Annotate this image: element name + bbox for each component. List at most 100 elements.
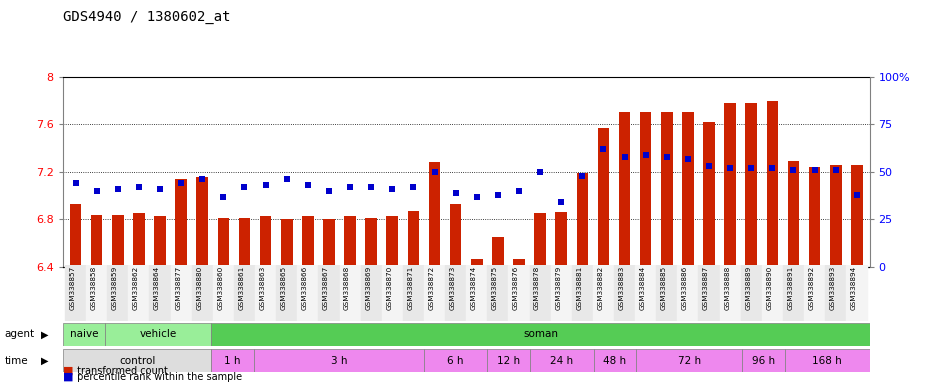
Text: transformed count: transformed count — [74, 366, 167, 376]
Bar — [466, 265, 487, 321]
Bar — [86, 265, 107, 321]
Bar — [424, 349, 487, 372]
Bar — [63, 349, 212, 372]
Bar — [783, 265, 804, 321]
Bar — [636, 349, 742, 372]
Bar — [212, 349, 254, 372]
Bar — [677, 265, 698, 321]
Bar — [129, 265, 150, 321]
Point — [258, 182, 273, 188]
Bar — [344, 216, 356, 267]
Bar — [703, 122, 715, 267]
Bar — [846, 265, 868, 321]
Bar — [593, 265, 614, 321]
Point — [638, 152, 653, 158]
Text: 168 h: 168 h — [812, 356, 842, 366]
Bar — [105, 323, 212, 346]
Bar — [65, 265, 86, 321]
Text: GSM338858: GSM338858 — [91, 266, 97, 310]
Text: GSM338886: GSM338886 — [682, 266, 688, 310]
Text: soman: soman — [523, 329, 558, 339]
Point — [575, 172, 590, 179]
Bar — [254, 349, 424, 372]
Text: 72 h: 72 h — [677, 356, 700, 366]
Point — [406, 184, 421, 190]
Bar — [277, 265, 297, 321]
Text: time: time — [5, 356, 29, 366]
Text: GSM338875: GSM338875 — [492, 266, 498, 310]
Point — [449, 190, 463, 196]
Text: 12 h: 12 h — [497, 356, 520, 366]
Bar — [724, 103, 736, 267]
Point — [596, 146, 611, 152]
Text: 3 h: 3 h — [330, 356, 347, 366]
Text: GSM338878: GSM338878 — [534, 266, 540, 310]
Bar — [424, 265, 445, 321]
Text: GSM338861: GSM338861 — [239, 266, 244, 310]
Bar — [323, 219, 335, 267]
Bar — [112, 215, 124, 267]
Bar — [825, 265, 846, 321]
Bar — [762, 265, 783, 321]
Bar — [576, 173, 588, 267]
Text: GSM338865: GSM338865 — [280, 266, 287, 310]
Point — [174, 180, 189, 186]
Text: GSM338889: GSM338889 — [746, 266, 751, 310]
Bar — [428, 162, 440, 267]
Bar — [191, 265, 213, 321]
Bar — [530, 349, 594, 372]
Bar — [535, 214, 546, 267]
Text: ▶: ▶ — [41, 356, 48, 366]
Bar — [339, 265, 361, 321]
Point — [237, 184, 252, 190]
Point — [68, 180, 83, 186]
Bar — [471, 258, 483, 267]
Bar — [698, 265, 720, 321]
Text: GSM338891: GSM338891 — [787, 266, 794, 310]
Bar — [656, 265, 677, 321]
Point — [722, 165, 737, 171]
Point — [808, 167, 822, 173]
Point — [744, 165, 758, 171]
Text: naive: naive — [70, 329, 98, 339]
Point — [216, 194, 230, 200]
Bar — [513, 258, 524, 267]
Bar — [297, 265, 318, 321]
Point — [195, 176, 210, 182]
Point — [512, 188, 526, 194]
Point — [110, 186, 125, 192]
Text: 6 h: 6 h — [448, 356, 463, 366]
Text: GSM338893: GSM338893 — [830, 266, 835, 310]
Text: percentile rank within the sample: percentile rank within the sample — [74, 372, 242, 382]
Bar — [382, 265, 403, 321]
Bar — [598, 128, 610, 267]
Point — [786, 167, 801, 173]
Bar — [594, 349, 636, 372]
Text: 48 h: 48 h — [603, 356, 626, 366]
Text: GSM338864: GSM338864 — [154, 266, 160, 310]
Bar — [255, 265, 277, 321]
Text: ■: ■ — [63, 366, 73, 376]
Bar — [234, 265, 255, 321]
Bar — [741, 265, 762, 321]
Bar — [767, 101, 778, 267]
Bar — [361, 265, 382, 321]
Bar — [682, 113, 694, 267]
Bar — [403, 265, 424, 321]
Point — [554, 199, 569, 205]
Bar — [572, 265, 593, 321]
Bar — [387, 216, 398, 267]
Bar — [176, 179, 187, 267]
Text: 1 h: 1 h — [225, 356, 241, 366]
Text: GSM338882: GSM338882 — [598, 266, 603, 310]
Bar — [614, 265, 635, 321]
Text: GSM338881: GSM338881 — [576, 266, 583, 310]
Bar — [91, 215, 103, 267]
Bar — [742, 349, 784, 372]
Bar — [550, 265, 572, 321]
Text: GSM338887: GSM338887 — [703, 266, 709, 310]
Bar — [808, 167, 820, 267]
Bar — [154, 216, 166, 267]
Bar — [281, 219, 292, 267]
Bar — [107, 265, 129, 321]
